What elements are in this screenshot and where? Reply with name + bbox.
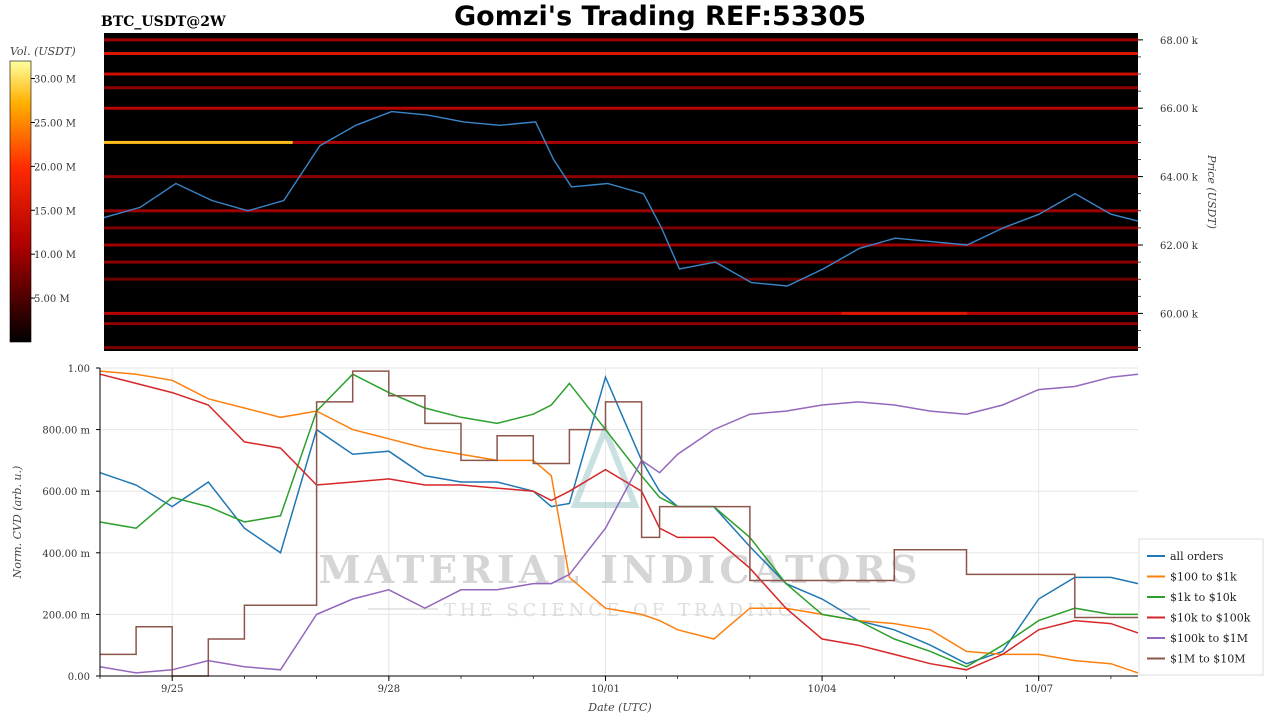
cvd-y-tick-label: 1.00 (68, 364, 90, 375)
cvd-y-tick-label: 600.00 m (42, 487, 90, 498)
cvd-x-tick-label: 10/07 (1024, 684, 1053, 695)
heatmap-band (104, 86, 1138, 90)
cvd-y-tick-label: 0.00 (68, 672, 90, 683)
colorbar-tick-label: 10.00 M (34, 250, 76, 261)
cvd-plot-area (100, 368, 1138, 676)
watermark-logo-icon (570, 421, 640, 508)
heatmap-y-tick-label: 60.00 k (1160, 309, 1199, 320)
cvd-x-tick-label: 10/01 (591, 684, 620, 695)
cvd-y-tick-label: 200.00 m (42, 610, 90, 621)
cvd-x-tick-label: 9/25 (161, 684, 183, 695)
cvd-series-line-5 (100, 370, 1138, 677)
heatmap-panel: 60.00 k 62.00 k 64.00 k 66.00 k 68.00 k Pric… (103, 33, 1218, 351)
heatmap-band (104, 277, 1138, 281)
heatmap-band (841, 311, 968, 315)
cvd-y-tick-label: 800.00 m (42, 426, 90, 437)
heatmap-band (104, 311, 1138, 315)
cvd-series-line-3 (99, 373, 1139, 671)
heatmap-bands (104, 38, 1138, 350)
heatmap-band (104, 243, 1138, 247)
cvd-series-line-0 (99, 374, 1139, 665)
cvd-series-line-1 (99, 370, 1139, 674)
watermark-main: MATERIAL INDICATORS (319, 547, 922, 592)
heatmap-band (104, 140, 293, 144)
heatmap-y-tick-label: 66.00 k (1160, 104, 1199, 115)
legend-entry: all orders (1170, 550, 1224, 563)
heatmap-y-tick-label: 62.00 k (1160, 241, 1199, 252)
heatmap-band (104, 175, 1138, 179)
cvd-series-line-4 (99, 373, 1139, 674)
heatmap-y-tick-label: 64.00 k (1160, 173, 1199, 184)
heatmap-band (104, 38, 1138, 42)
legend-entry: $100k to $1M (1170, 632, 1248, 645)
heatmap-band (292, 140, 1138, 144)
legend-entry: $100 to $1k (1170, 571, 1237, 584)
cvd-y-axis-label: Norm. CVD (arb. u.) (11, 466, 24, 580)
heatmap-background (104, 33, 1138, 351)
heatmap-y-axis-label: Price (USDT) (1205, 154, 1218, 229)
cvd-x-axis-label: Date (UTC) (587, 701, 651, 714)
cvd-x-axis: 9/25 9/28 10/01 10/04 10/07 (99, 676, 1112, 695)
heatmap-band (104, 209, 1138, 213)
legend-entry: $10k to $100k (1170, 612, 1251, 625)
heatmap-y-tick-label: 68.00 k (1160, 36, 1199, 47)
colorbar-tick-label: 15.00 M (34, 206, 76, 217)
heatmap-band (104, 226, 1138, 230)
cvd-y-axis: 0.00 200.00 m 400.00 m 600.00 m 800.00 m 1.00 (42, 364, 100, 683)
cvd-series-line-2 (99, 373, 1138, 668)
cvd-x-tick-label: 10/04 (808, 684, 837, 695)
legend-box (1138, 538, 1264, 676)
colorbar: Vol. (USDT) 5.00 M 10.00 M 15.00 M 20.00 M 2… (9, 45, 76, 343)
symbol-label: BTC_USDT@2W (101, 14, 226, 30)
heatmap-band (104, 72, 1138, 76)
page-title: Gomzi's Trading REF:53305 (454, 1, 866, 32)
heatmap-band (104, 52, 1138, 56)
colorbar-gradient (9, 60, 32, 343)
price-line (103, 110, 1139, 287)
cvd-panel: MATERIAL INDICATORS THE SCIENCE OF TRADI… (11, 364, 1264, 714)
colorbar-tick-label: 30.00 M (34, 75, 76, 86)
heatmap-band (104, 260, 1138, 264)
colorbar-tick-label: 5.00 M (34, 294, 70, 305)
colorbar-label: Vol. (USDT) (10, 45, 76, 58)
cvd-series (99, 370, 1139, 677)
cvd-y-tick-label: 400.00 m (42, 549, 90, 560)
heatmap-band (104, 106, 1138, 110)
heatmap-y-axis: 60.00 k 62.00 k 64.00 k 66.00 k 68.00 k (1138, 36, 1199, 348)
legend-entry: $1M to $10M (1170, 653, 1246, 666)
colorbar-tick-label: 20.00 M (34, 162, 76, 173)
colorbar-tick-label: 25.00 M (34, 118, 76, 129)
heatmap-band (104, 346, 1138, 350)
legend: all orders $100 to $1k $1k to $10k $10k to … (1138, 538, 1264, 676)
cvd-x-tick-label: 9/28 (378, 684, 400, 695)
heatmap-band (104, 322, 1138, 326)
colorbar-ticks: 5.00 M 10.00 M 15.00 M 20.00 M 25.00 M 30.00 … (31, 75, 76, 305)
legend-entry: $1k to $10k (1170, 591, 1237, 604)
